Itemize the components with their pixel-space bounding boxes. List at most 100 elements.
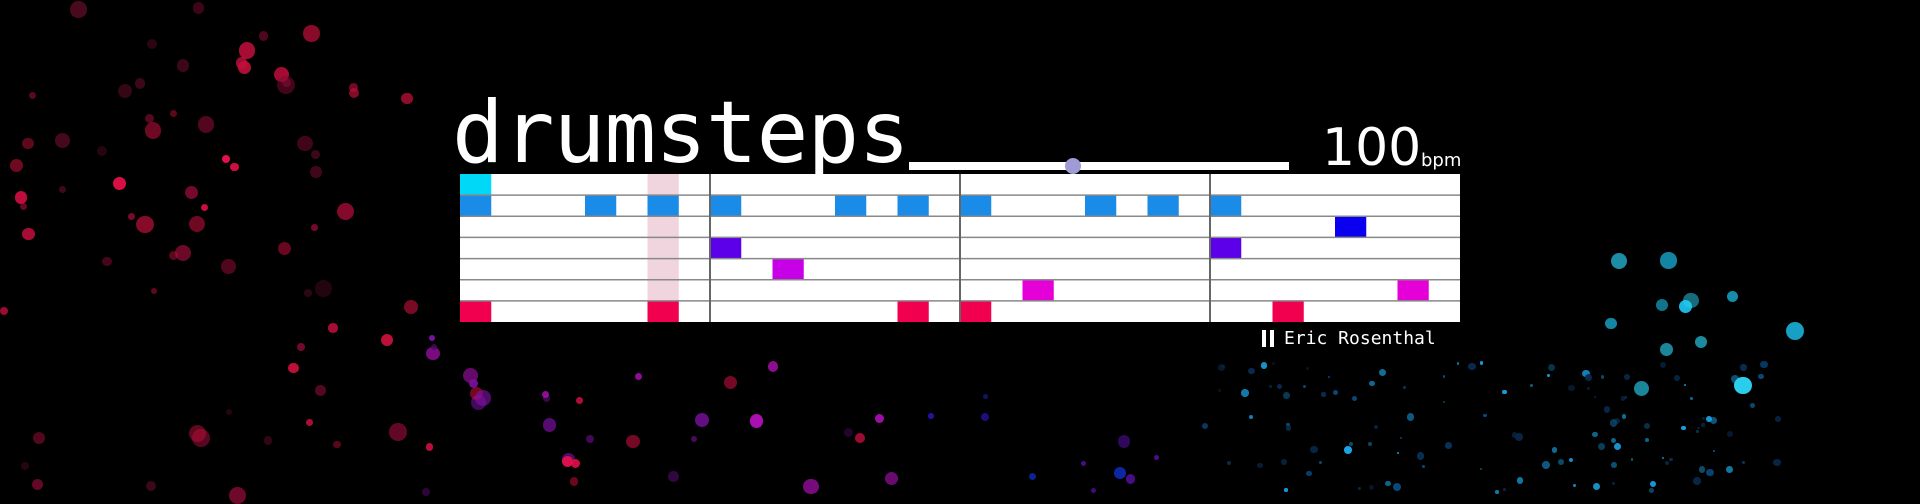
particle-dot: [1385, 480, 1391, 487]
particle-dot: [542, 418, 557, 432]
sequencer-cell-active[interactable]: [1210, 195, 1242, 217]
particle-dot: [221, 259, 237, 275]
sequencer-cell-active[interactable]: [960, 195, 992, 217]
sequencer-cell-active[interactable]: [710, 195, 742, 217]
sequencer-cell-active[interactable]: [460, 195, 492, 217]
particle-dot: [1650, 481, 1657, 488]
particle-dot: [1613, 443, 1621, 451]
app-title: drumsteps: [452, 83, 910, 183]
particle-dot: [1479, 467, 1482, 470]
particle-dot: [1557, 458, 1564, 465]
sequencer-cell-active[interactable]: [960, 300, 992, 322]
particle-dot: [428, 335, 435, 342]
particle-dot: [667, 471, 679, 482]
particle-dot: [585, 435, 594, 444]
particle-dot: [1392, 482, 1401, 491]
particle-dot: [389, 423, 407, 441]
particle-dot: [543, 395, 550, 402]
particle-dot: [1286, 422, 1290, 427]
particle-dot: [1610, 252, 1628, 270]
particle-dot: [1598, 442, 1606, 450]
particle-dot: [1515, 433, 1523, 441]
particle-dot: [276, 75, 295, 94]
particle-dot: [1268, 385, 1272, 389]
particle-dot: [1775, 416, 1781, 422]
particle-dot: [1758, 373, 1764, 380]
particle-dot: [875, 414, 885, 424]
tempo-slider[interactable]: [909, 147, 1289, 183]
particle-dot: [228, 487, 246, 504]
drumsteps-app: drumsteps 100 bpm Eric Rosenthal: [452, 90, 1462, 360]
particle-dot: [1683, 293, 1699, 309]
particle-dot: [571, 459, 581, 469]
particle-dot: [1696, 426, 1700, 430]
particle-dot: [475, 390, 491, 406]
particle-dot: [1479, 361, 1484, 365]
sequencer-cell-active[interactable]: [1022, 279, 1054, 301]
particle-dot: [112, 176, 127, 191]
tempo-slider-track[interactable]: [909, 162, 1289, 170]
sequencer-cell-active[interactable]: [647, 195, 679, 217]
sequencer-cell-active[interactable]: [1210, 237, 1242, 259]
sequencer-cell-active[interactable]: [897, 300, 929, 322]
pause-icon[interactable]: [1262, 330, 1274, 347]
particle-field: [0, 1, 1804, 504]
sequencer-cell-active[interactable]: [897, 195, 929, 217]
particle-dot: [348, 87, 360, 99]
particle-dot: [1117, 435, 1131, 449]
sequencer-cell-active[interactable]: [1085, 195, 1117, 217]
particle-dot: [426, 347, 440, 361]
particle-dot: [1706, 468, 1714, 477]
particle-dot: [1610, 437, 1617, 444]
particle-dot: [1260, 362, 1268, 369]
particle-dot: [1689, 396, 1693, 400]
particle-dot: [1351, 395, 1357, 401]
particle-dot: [690, 435, 697, 442]
particle-dot: [1643, 422, 1650, 429]
particle-dot: [1467, 362, 1476, 371]
particle-dot: [134, 78, 145, 89]
particle-dot: [1548, 363, 1556, 371]
particle-dot: [1218, 363, 1226, 372]
particle-dot: [1772, 458, 1781, 467]
particle-dot: [315, 384, 326, 396]
particle-dot: [767, 361, 779, 372]
sequencer-cell-active[interactable]: [1335, 216, 1367, 238]
sequencer-cell-active[interactable]: [460, 174, 492, 196]
sequencer-cell-active[interactable]: [772, 258, 804, 280]
particle-dot: [225, 408, 232, 415]
particle-dot: [1673, 374, 1680, 381]
particle-dot: [296, 343, 305, 352]
particle-dot: [1530, 384, 1533, 388]
sequencer-cell-active[interactable]: [1147, 195, 1179, 217]
sequencer-cell-active[interactable]: [1272, 300, 1304, 322]
particle-dot: [1568, 384, 1576, 392]
particle-dot: [1620, 396, 1626, 401]
sequencer-cell-active[interactable]: [647, 300, 679, 322]
particle-dot: [315, 280, 332, 297]
author-name: Eric Rosenthal: [1284, 328, 1436, 349]
particle-dot: [1272, 362, 1276, 366]
particle-dot: [1309, 445, 1318, 454]
particle-dot: [1645, 438, 1649, 443]
sequencer-cell-active[interactable]: [460, 300, 492, 322]
particle-dot: [1369, 380, 1375, 386]
sequencer-cell-active[interactable]: [835, 195, 867, 217]
particle-dot: [569, 477, 579, 486]
step-sequencer-grid[interactable]: [460, 174, 1460, 322]
particle-dot: [1241, 389, 1249, 397]
particle-dot: [168, 250, 178, 260]
particle-dot: [1285, 425, 1292, 431]
particle-dot: [1592, 431, 1598, 437]
tempo-slider-thumb[interactable]: [1065, 158, 1081, 174]
particle-dot: [144, 121, 162, 139]
particle-dot: [1283, 392, 1290, 399]
credit-bar: Eric Rosenthal: [1262, 328, 1436, 349]
sequencer-cell-active[interactable]: [1397, 279, 1429, 301]
particle-dot: [101, 256, 112, 267]
particle-dot: [1495, 490, 1499, 494]
sequencer-cell-active[interactable]: [585, 195, 617, 217]
particle-dot: [174, 244, 192, 262]
sequencer-cell-active[interactable]: [710, 237, 742, 259]
particle-dot: [1741, 460, 1745, 464]
